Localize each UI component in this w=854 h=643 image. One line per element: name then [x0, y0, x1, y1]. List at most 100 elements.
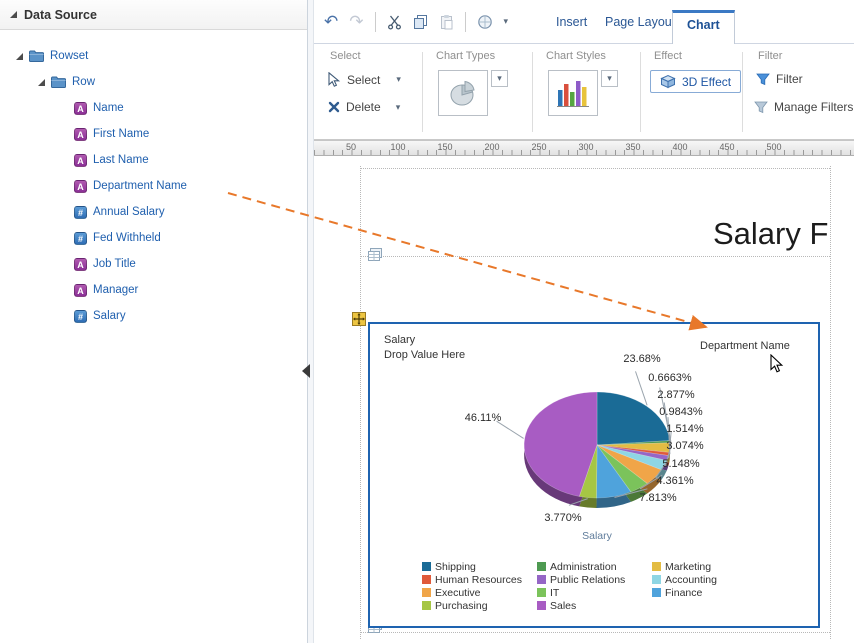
legend-label: Public Relations — [550, 573, 626, 586]
move-handle-icon[interactable] — [352, 312, 366, 326]
legend-item: Executive — [422, 586, 537, 599]
tree-field-label: Fed Withheld — [93, 232, 161, 244]
field-type-icon: A — [74, 153, 87, 167]
legend-swatch-icon — [652, 562, 661, 571]
delete-caret-icon[interactable]: ▾ — [395, 101, 401, 112]
legend-label: Shipping — [435, 560, 476, 573]
tab-insert[interactable]: Insert — [556, 15, 588, 29]
legend-label: Administration — [550, 560, 617, 573]
report-title[interactable]: Salary F — [713, 216, 829, 251]
field-type-icon: A — [74, 257, 87, 271]
chart-type-caret-button[interactable]: ▾ — [491, 70, 508, 87]
group-label-chart-styles: Chart Styles — [546, 50, 606, 62]
cursor-select-icon — [328, 72, 341, 87]
legend-item: Shipping — [422, 560, 537, 573]
expand-icon[interactable] — [16, 52, 23, 60]
undo-icon[interactable]: ↶ — [324, 12, 339, 31]
pie-label-leader — [639, 474, 663, 490]
collapse-splitter-icon[interactable] — [302, 364, 310, 378]
legend-swatch-icon — [537, 588, 546, 597]
select-button[interactable]: Select ▾ — [328, 72, 401, 87]
field-type-icon: A — [74, 283, 87, 297]
view-options-caret-icon[interactable]: ▾ — [503, 16, 509, 26]
pie-slice[interactable] — [596, 444, 632, 499]
redo-icon[interactable]: ↷ — [349, 12, 364, 31]
chart-object[interactable]: Salary Drop Value Here Department Name S… — [368, 322, 820, 628]
grid-guide — [360, 256, 830, 257]
legend-swatch-icon — [422, 588, 431, 597]
chart-style-caret-button[interactable]: ▾ — [601, 70, 618, 87]
legend-item: IT — [537, 586, 652, 599]
data-source-header[interactable]: Data Source — [0, 0, 307, 30]
tree-fields: A Name A First Name A Last Name A Depart… — [0, 95, 307, 329]
tree-field[interactable]: # Salary — [0, 303, 307, 329]
tree-field[interactable]: A Name — [0, 95, 307, 121]
pie-chart[interactable] — [370, 324, 818, 626]
table-handle-icon[interactable] — [368, 248, 383, 262]
group-separator — [742, 52, 743, 132]
delete-button[interactable]: Delete ▾ — [328, 100, 400, 114]
copy-icon[interactable] — [413, 14, 428, 30]
legend-item: Administration — [537, 560, 652, 573]
pie-slice[interactable] — [578, 444, 598, 499]
ruler-tick-label: 200 — [484, 142, 500, 152]
toolbar-separator — [464, 11, 466, 32]
ruler-tick-label: 400 — [672, 142, 688, 152]
tree-field-label: Salary — [93, 310, 126, 322]
tree-field[interactable]: # Annual Salary — [0, 199, 307, 225]
delete-label: Delete — [346, 100, 381, 114]
legend-label: Sales — [550, 599, 577, 612]
pie-type-icon — [450, 80, 475, 106]
tree-field-label: Department Name — [93, 180, 187, 192]
tree-field[interactable]: A Job Title — [0, 251, 307, 277]
chart-drop-hint: Drop Value Here — [384, 349, 466, 361]
tree-node-rowset[interactable]: Rowset — [0, 43, 307, 69]
chart-series-field-label: Department Name — [700, 340, 790, 352]
select-caret-icon[interactable]: ▾ — [396, 74, 401, 84]
filter-button[interactable]: Filter — [756, 72, 803, 86]
ruler: 50 100 150 200 250 300 350 400 450 500 — [314, 140, 854, 156]
chart-legend: Shipping Human Resources Executive Purch… — [422, 560, 767, 612]
pie-slice[interactable] — [523, 391, 598, 497]
legend-label: Marketing — [665, 560, 712, 573]
tree-field[interactable]: A Manager — [0, 277, 307, 303]
effect-3d-button[interactable]: 3D Effect — [650, 70, 742, 93]
field-type-icon: A — [74, 179, 87, 193]
tab-page-layout[interactable]: Page Layout — [605, 15, 676, 29]
ruler-tick-label: 500 — [766, 142, 782, 152]
legend-label: Human Resources — [435, 573, 522, 586]
legend-label: Finance — [665, 586, 703, 599]
manage-filters-label: Manage Filters — [774, 100, 854, 114]
tree-node-row[interactable]: Row — [0, 69, 307, 95]
tree-field-label: Name — [93, 102, 124, 114]
pie-slice[interactable] — [596, 391, 671, 446]
cube-3d-icon — [660, 74, 676, 89]
view-options-icon[interactable] — [477, 14, 493, 30]
manage-filters-button[interactable]: Manage Filters — [754, 100, 853, 114]
grid-guide — [830, 166, 831, 639]
panel-splitter[interactable] — [302, 0, 314, 643]
chart-style-button[interactable] — [548, 70, 598, 116]
legend-label: Accounting — [665, 573, 717, 586]
tree-field-label: Annual Salary — [93, 206, 165, 218]
select-label: Select — [347, 72, 381, 87]
cut-icon[interactable] — [387, 14, 402, 30]
chart-type-caret-icon: ▾ — [497, 73, 502, 83]
tree-field-label: Manager — [93, 284, 139, 296]
expand-icon[interactable] — [38, 78, 45, 86]
legend-item: Accounting — [652, 573, 767, 586]
chart-type-button[interactable] — [438, 70, 488, 116]
tree-field[interactable]: A First Name — [0, 121, 307, 147]
tab-chart[interactable]: Chart — [672, 10, 735, 44]
legend-item: Human Resources — [422, 573, 537, 586]
collapse-panel-icon[interactable] — [10, 11, 17, 18]
pie-slice[interactable] — [596, 444, 648, 493]
tree-field[interactable]: A Department Name — [0, 173, 307, 199]
paste-icon[interactable] — [439, 14, 454, 30]
folder-icon — [29, 50, 44, 62]
tree-field[interactable]: # Fed Withheld — [0, 225, 307, 251]
tree-field-label: First Name — [93, 128, 150, 140]
tree-field[interactable]: A Last Name — [0, 147, 307, 173]
legend-label: Executive — [435, 586, 481, 599]
design-canvas[interactable]: Salary F Salary Drop Value Here Departme… — [314, 156, 854, 643]
